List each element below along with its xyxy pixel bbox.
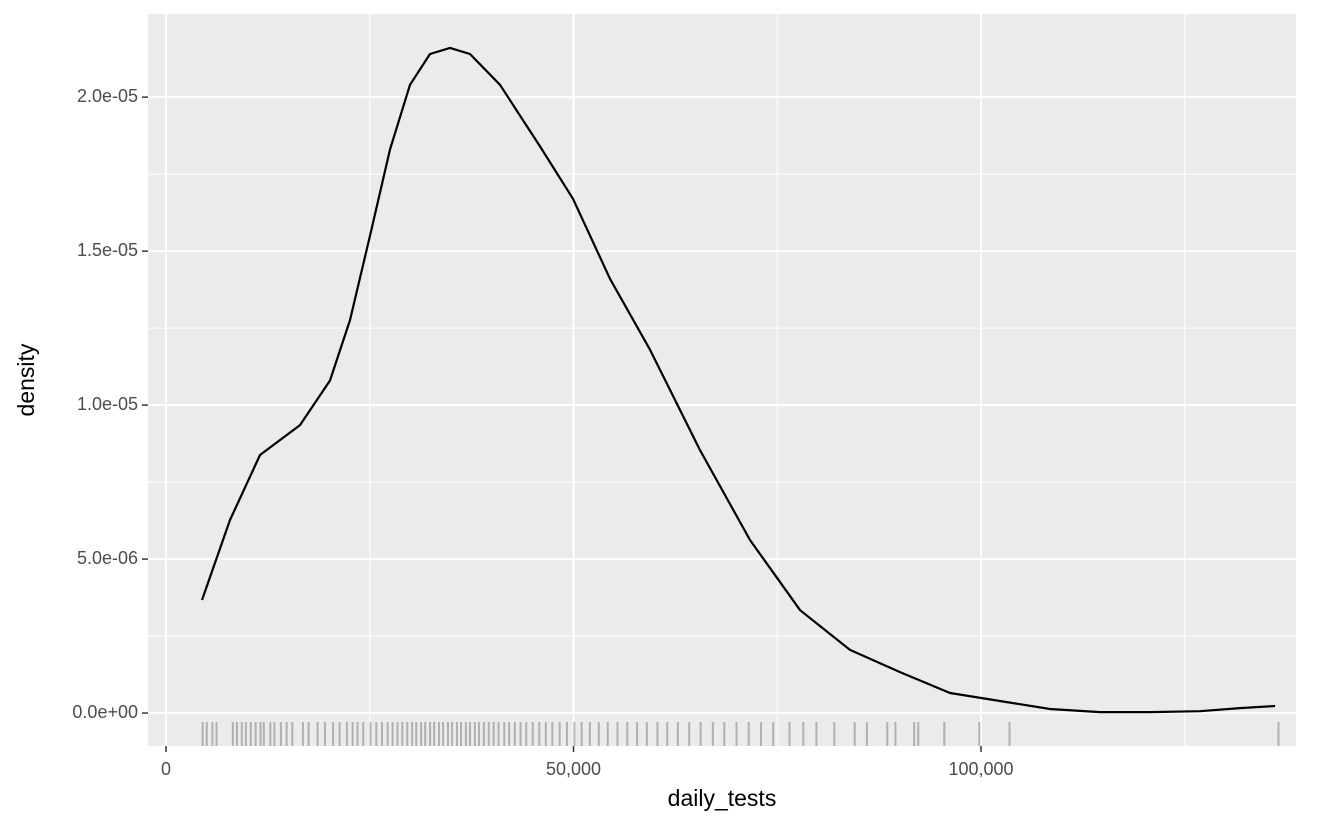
- y-axis-title: density: [13, 343, 39, 416]
- y-tick-label: 2.0e-05: [77, 86, 138, 106]
- y-tick-label: 1.5e-05: [77, 240, 138, 260]
- x-tick-label: 100,000: [948, 759, 1013, 779]
- density-line: [200, 46, 1276, 714]
- y-tick-label: 0.0e+00: [72, 702, 138, 722]
- y-tick-label: 1.0e-05: [77, 394, 138, 414]
- x-axis-title: daily_tests: [668, 785, 777, 811]
- panel: [148, 14, 1296, 746]
- x-tick-label: 50,000: [546, 759, 601, 779]
- y-tick-label: 5.0e-06: [77, 548, 138, 568]
- x-tick-label: 0: [161, 759, 171, 779]
